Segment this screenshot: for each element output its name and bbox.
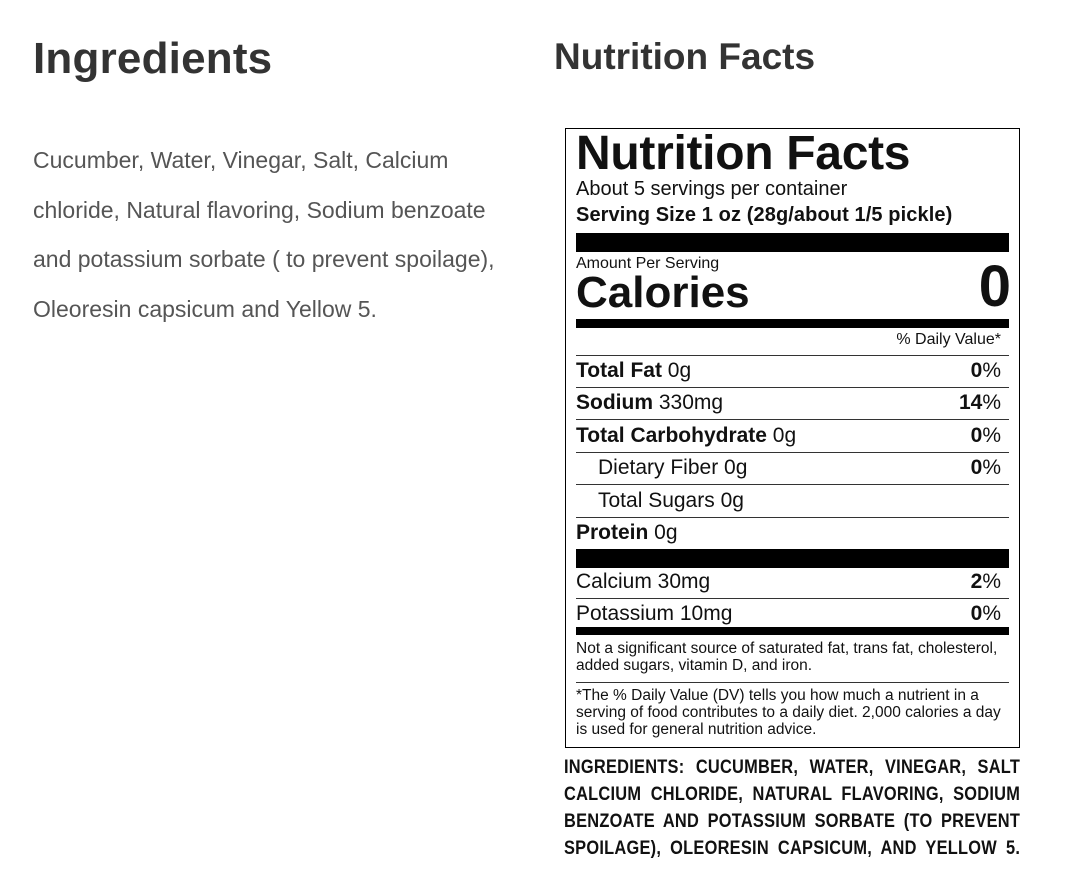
nutrient-name: Total Sugars 0g (598, 489, 744, 512)
nutrient-daily-value: 0% (970, 359, 1001, 382)
nutrient-row: Total Fat 0g 0% (576, 357, 1001, 385)
amount-per-serving: Amount Per Serving (576, 255, 720, 272)
mineral-row: Calcium 30mg 2% (576, 568, 1001, 596)
nutrient-row: Sodium 330mg 14% (576, 389, 1001, 417)
row-divider (576, 387, 1009, 388)
daily-value-footnote: *The % Daily Value (DV) tells you how mu… (576, 687, 1001, 738)
nutrient-row: Dietary Fiber 0g 0% (576, 454, 1001, 482)
row-divider (576, 517, 1009, 518)
nutrient-name: Sodium 330mg (576, 391, 724, 414)
nutrient-name: Protein 0g (576, 521, 678, 544)
nutrition-facts-label: Nutrition Facts About 5 servings per con… (565, 128, 1020, 748)
nutrient-name: Dietary Fiber 0g (598, 456, 748, 479)
not-significant-note: Not a significant source of saturated fa… (576, 640, 998, 674)
serving-size: Serving Size 1 oz (28g/about 1/5 pickle) (576, 204, 953, 226)
row-divider (576, 419, 1009, 420)
package-ingredients-line: SPOILAGE), OLEORESIN CAPSICUM, AND YELLO… (564, 837, 1021, 859)
nutrient-row: Total Carbohydrate 0g 0% (576, 422, 1001, 450)
package-ingredients-line: INGREDIENTS: CUCUMBER, WATER, VINEGAR, S… (564, 756, 1021, 778)
thick-divider (576, 549, 1009, 568)
package-ingredients: INGREDIENTS: CUCUMBER, WATER, VINEGAR, S… (564, 754, 1020, 862)
nutrient-row: Total Sugars 0g (576, 487, 1001, 515)
row-divider (576, 355, 1009, 356)
mineral-name: Calcium 30mg (576, 570, 711, 593)
ingredients-heading: Ingredients (33, 34, 273, 83)
nutrient-daily-value: 14% (958, 391, 1001, 414)
calories-label: Calories (576, 268, 750, 317)
nutrient-name: Total Fat 0g (576, 359, 692, 382)
label-title: Nutrition Facts (576, 128, 911, 180)
mineral-row: Potassium 10mg 0% (576, 600, 1001, 628)
row-divider (576, 452, 1009, 453)
mineral-daily-value: 2% (970, 570, 1001, 593)
nutrient-daily-value: 0% (970, 424, 1001, 447)
package-ingredients-line: BENZOATE AND POTASSIUM SORBATE (TO PREVE… (564, 810, 1021, 832)
ingredients-text: Cucumber, Water, Vinegar, Salt, Calcium … (33, 147, 495, 322)
daily-value-header: % Daily Value* (896, 331, 1001, 348)
nutrient-name: Total Carbohydrate 0g (576, 424, 797, 447)
medium-divider (576, 319, 1009, 328)
row-divider (576, 598, 1009, 599)
mineral-daily-value: 0% (970, 602, 1001, 625)
calories-value: 0 (978, 254, 1011, 319)
thick-divider (576, 233, 1009, 252)
row-divider (576, 682, 1009, 683)
medium-divider (576, 627, 1009, 635)
row-divider (576, 484, 1009, 485)
servings-per-container: About 5 servings per container (576, 178, 848, 200)
mineral-name: Potassium 10mg (576, 602, 733, 625)
package-ingredients-line: CALCIUM CHLORIDE, NATURAL FLAVORING, SOD… (564, 783, 1021, 805)
nutrient-daily-value: 0% (970, 456, 1001, 479)
nutrition-facts-heading: Nutrition Facts (554, 36, 816, 77)
nutrient-row: Protein 0g (576, 519, 1001, 547)
